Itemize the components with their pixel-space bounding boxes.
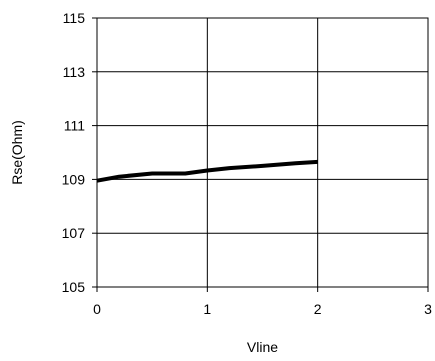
x-axis-title: Vline [247, 339, 278, 355]
x-tick-label: 0 [93, 301, 101, 317]
plot-area [97, 18, 428, 287]
series-layer [96, 159, 318, 183]
y-axis-title: Rse(Ohm) [9, 120, 25, 185]
x-tick-label: 3 [424, 301, 432, 317]
y-tick-label: 113 [63, 64, 86, 80]
plot-border [96, 17, 429, 288]
x-tick-label: 1 [203, 301, 211, 317]
series-line [96, 159, 318, 183]
x-axis-ticks: 0 1 2 3 [93, 287, 432, 317]
y-tick-label: 105 [62, 279, 86, 295]
y-tick-label: 107 [62, 225, 86, 241]
y-axis-ticks: 105 107 109 111 113 115 [62, 10, 97, 295]
y-tick-label: 111 [64, 118, 85, 134]
y-tick-label: 109 [62, 171, 86, 187]
y-tick-label: 115 [63, 10, 86, 26]
grid-lines [97, 18, 428, 287]
x-tick-label: 2 [314, 301, 322, 317]
